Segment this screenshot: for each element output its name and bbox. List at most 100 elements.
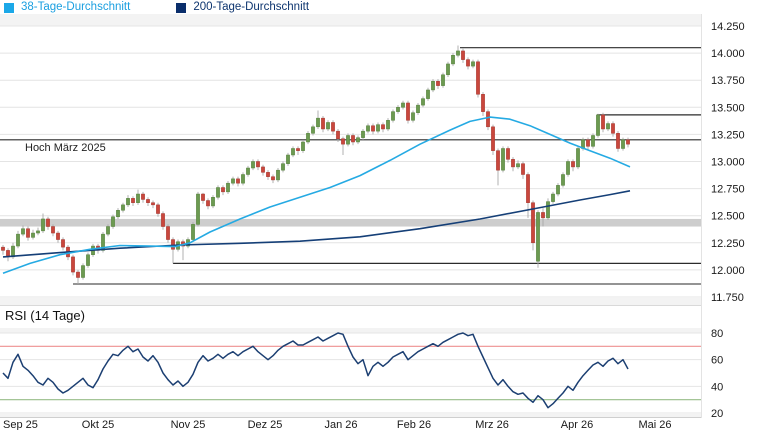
candle-down	[321, 117, 325, 130]
candle-up	[441, 74, 445, 86]
candle-down	[151, 202, 155, 206]
candle-up	[426, 89, 430, 99]
candle-up	[111, 216, 115, 227]
candle-up	[36, 230, 40, 234]
candle-up	[596, 114, 600, 136]
candle-down	[76, 271, 80, 278]
candle-down	[331, 122, 335, 132]
candle-down	[626, 139, 630, 145]
candle-down	[496, 150, 500, 171]
candle-down	[161, 213, 165, 227]
legend: 38-Tage-Durchschnitt 200-Tage-Durchschni…	[4, 1, 355, 14]
candle-up	[281, 163, 285, 171]
rsi-axis-label: 60	[711, 355, 723, 367]
candle-down	[206, 200, 210, 207]
candle-up	[126, 198, 130, 206]
candle-up	[231, 178, 235, 184]
candle-down	[266, 172, 270, 177]
ma200-swatch-icon	[176, 2, 187, 13]
candle-down	[171, 239, 175, 250]
candle-up	[41, 218, 45, 232]
candle-up	[421, 98, 425, 106]
rsi-panel-top-margin	[0, 328, 701, 333]
rsi-panel-bg	[0, 328, 701, 418]
candle-down	[486, 111, 490, 128]
candle-down	[436, 81, 440, 86]
rsi-line	[2, 332, 629, 409]
candle-up	[451, 55, 455, 65]
candle-down	[531, 202, 535, 244]
price-panel-bg	[0, 14, 701, 305]
candle-up	[416, 104, 420, 113]
ma38-legend-label: 38-Tage-Durchschnitt	[21, 1, 131, 13]
candle-down	[571, 161, 575, 168]
candle-up	[401, 102, 405, 108]
candle-up	[311, 126, 315, 134]
candle-down	[586, 139, 590, 147]
candle-down	[141, 193, 145, 200]
candle-up	[136, 193, 140, 203]
candle-up	[356, 137, 360, 143]
candle-up	[86, 254, 90, 266]
candle-up	[191, 224, 195, 240]
candle-down	[491, 126, 495, 151]
candle-up	[346, 135, 350, 145]
candle-down	[511, 159, 515, 168]
candle-up	[536, 212, 540, 262]
candle-up	[16, 233, 20, 247]
candle-down	[371, 125, 375, 132]
candle-up	[301, 141, 305, 151]
candle-up	[291, 148, 295, 156]
candle-down	[526, 174, 530, 203]
candle-up	[566, 161, 570, 175]
candle-up	[621, 139, 625, 149]
price-panel-top-margin	[0, 14, 701, 26]
candle-down	[51, 226, 55, 234]
ma38-swatch-icon	[4, 2, 14, 13]
candle-down	[256, 161, 260, 168]
candle-up	[561, 174, 565, 186]
candle-up	[196, 193, 200, 225]
candle-down	[476, 61, 480, 95]
candle-down	[26, 228, 30, 238]
rsi-axis-label: 20	[711, 408, 723, 420]
candle-up	[386, 120, 390, 130]
candle-up	[121, 204, 125, 211]
candle-up	[551, 193, 555, 202]
candle-up	[31, 232, 35, 238]
support-band	[0, 218, 701, 227]
candle-up	[456, 50, 460, 56]
candle-up	[501, 148, 505, 171]
candle-up	[251, 161, 255, 169]
candle-down	[201, 193, 205, 201]
candle-down	[481, 94, 485, 112]
price-axis-label: 11.750	[711, 292, 744, 304]
x-axis-label: Mai 26	[638, 419, 671, 430]
legend-item-ma200[interactable]: 200-Tage-Durchschnitt	[176, 1, 309, 14]
candle-down	[296, 148, 300, 151]
candle-up	[591, 135, 595, 147]
candle-up	[431, 81, 435, 91]
candle-down	[61, 239, 65, 248]
x-axis-label: Sep 25	[3, 419, 38, 430]
x-axis-label: Jan 26	[324, 419, 357, 430]
candle-up	[411, 112, 415, 121]
ma38-line	[2, 116, 631, 274]
candle-up	[286, 154, 290, 164]
rsi-panel-title: RSI (14 Tage)	[5, 308, 85, 323]
legend-item-ma38[interactable]: 38-Tage-Durchschnitt	[4, 1, 130, 14]
candle-up	[101, 233, 105, 251]
candle-up	[556, 185, 560, 195]
candle-down	[521, 163, 525, 175]
candle-down	[166, 226, 170, 240]
candle-up	[226, 182, 230, 193]
candle-up	[246, 167, 250, 175]
candle-up	[606, 123, 610, 130]
candle-down	[461, 50, 465, 60]
candle-up	[396, 107, 400, 112]
hoch-maerz-annotation: Hoch März 2025	[25, 142, 106, 154]
candle-down	[351, 135, 355, 143]
candle-down	[131, 198, 135, 203]
